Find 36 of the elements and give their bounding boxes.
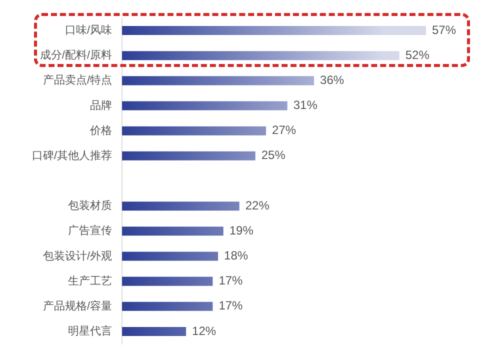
y-tick-label: 口味/风味 [64,24,112,37]
y-tick-label: 产品规格/容量 [42,299,112,312]
data-label: 18% [224,248,248,263]
bar [122,26,426,36]
bar [122,76,314,86]
data-label: 36% [320,73,344,88]
y-tick-label: 成分/配料/原料 [40,48,112,62]
y-tick-label: 产品卖点/特点 [42,74,112,87]
data-label: 17% [218,274,244,288]
bar [122,151,256,160]
data-label: 57% [432,22,456,37]
bar [122,202,240,211]
bar [122,326,186,336]
data-label: 31% [293,98,318,112]
data-label: 25% [261,148,286,162]
y-tick-label: 明星代言 [68,324,112,338]
data-label: 17% [218,298,244,313]
y-tick-label: 口碑/其他人推荐 [32,148,112,162]
bar [122,302,213,311]
data-label: 52% [405,48,430,62]
bar [122,226,224,236]
data-label: 19% [229,223,254,238]
data-label: 22% [245,198,270,212]
y-tick-label: 包装设计/外观 [42,249,112,262]
bar [122,276,213,286]
y-tick-label: 品牌 [90,100,112,112]
bar [122,51,400,60]
y-tick-label: 包装材质 [68,199,112,212]
bar [122,126,266,136]
y-tick-label: 价格 [89,124,112,137]
y-tick-label: 广告宣传 [68,224,112,238]
bar [122,101,288,110]
y-tick-label: 生产工艺 [68,274,112,288]
data-label: 27% [272,123,296,138]
bar [122,252,218,261]
data-label: 12% [192,324,216,338]
